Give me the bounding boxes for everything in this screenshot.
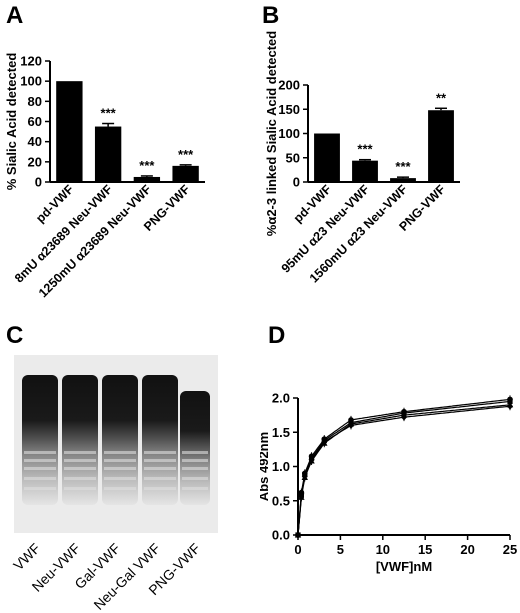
gel-lane (102, 375, 138, 505)
gel-band (144, 477, 176, 480)
y-tick-label: 2.0 (272, 391, 290, 406)
series-line (297, 404, 511, 536)
x-tick-label: 0 (294, 542, 301, 557)
gel-band (182, 477, 208, 480)
significance-label: *** (395, 159, 411, 174)
gel-lane (22, 375, 58, 505)
y-tick-label: 0.0 (272, 528, 290, 543)
y-tick-label: 20 (28, 154, 42, 169)
y-axis-label: Abs 492nm (260, 432, 271, 501)
significance-label: *** (357, 142, 373, 157)
y-tick-label: 200 (278, 78, 300, 93)
significance-label: *** (178, 147, 194, 162)
gel-band (104, 459, 136, 462)
y-tick-label: 1.5 (272, 425, 290, 440)
gel-band (182, 487, 208, 490)
gel-band (24, 467, 56, 470)
x-tick-label: 25 (503, 542, 517, 557)
bar (390, 178, 416, 182)
y-axis-label: % Sialic Acid detected (4, 53, 19, 191)
gel-band (64, 459, 96, 462)
bar (314, 133, 340, 182)
x-axis-label: [VWF]nM (376, 559, 432, 574)
bar (352, 160, 378, 182)
significance-label: *** (139, 158, 155, 173)
y-tick-label: 0 (293, 175, 300, 190)
gel-band (24, 451, 56, 454)
gel-band (182, 459, 208, 462)
gel-band (182, 467, 208, 470)
x-tick-label: 5 (337, 542, 344, 557)
y-tick-label: 100 (278, 126, 300, 141)
y-tick-label: 100 (20, 74, 42, 89)
y-tick-label: 0.5 (272, 493, 290, 508)
gel-band (24, 477, 56, 480)
y-tick-label: 1.0 (272, 459, 290, 474)
gel-lane (180, 391, 210, 505)
chart-d: 0.0 0.5 1.0 1.5 2.0 0 5 10 15 20 25 [VWF]nM Abs 492n… (260, 391, 517, 575)
y-tick-label: 80 (28, 94, 42, 109)
gel-band (64, 451, 96, 454)
gel-band (182, 451, 208, 454)
gel-band (24, 487, 56, 490)
significance-label: *** (101, 106, 117, 121)
gel-band (144, 451, 176, 454)
bar (94, 126, 122, 182)
x-tick-label: 10 (376, 542, 390, 557)
bar (56, 81, 83, 182)
y-axis-label: %α2-3 linked Sialic Acid detected (264, 31, 279, 237)
y-tick-label: 120 (20, 54, 42, 69)
gel-band (144, 459, 176, 462)
gel-band (104, 467, 136, 470)
x-tick-label: 20 (460, 542, 474, 557)
gel-band (24, 459, 56, 462)
gel-band (104, 451, 136, 454)
gel-band (144, 487, 176, 490)
gel-band (64, 487, 96, 490)
gel-band (64, 467, 96, 470)
gel-band (144, 467, 176, 470)
gel-band (104, 487, 136, 490)
gel-lane (62, 375, 98, 505)
x-tick-label: 15 (418, 542, 432, 557)
y-tick-label: 150 (278, 102, 300, 117)
gel-band (64, 477, 96, 480)
panel-letter-b: B (262, 2, 280, 29)
bar (133, 176, 161, 182)
series-line (297, 400, 511, 536)
y-tick-label: 40 (28, 134, 42, 149)
gel-band (104, 477, 136, 480)
bar (428, 110, 454, 182)
western-blot-image (14, 355, 218, 533)
bar (172, 165, 199, 182)
y-tick-label: 60 (28, 114, 42, 129)
y-tick-label: 50 (286, 150, 300, 165)
panel-letter-d: D (268, 322, 286, 349)
gel-lane-label: VWF (10, 540, 44, 574)
y-tick-label: 0 (35, 175, 42, 190)
gel-lane (142, 375, 178, 505)
series-line (297, 405, 511, 536)
significance-label: ** (436, 90, 447, 105)
panel-letter-a: A (6, 2, 24, 29)
panel-letter-c: C (6, 322, 24, 349)
